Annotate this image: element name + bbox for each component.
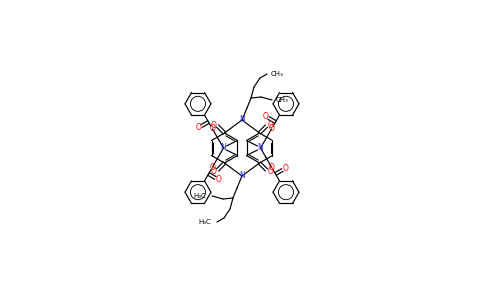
Text: H₃C: H₃C (194, 193, 206, 199)
Text: O: O (268, 121, 273, 130)
Text: N: N (239, 116, 245, 124)
Text: CH₃: CH₃ (275, 97, 288, 103)
Text: O: O (269, 163, 274, 172)
Text: N: N (257, 143, 263, 152)
Text: O: O (210, 124, 215, 134)
Text: CH₃: CH₃ (271, 71, 283, 77)
Text: O: O (210, 163, 215, 172)
Text: N: N (221, 143, 227, 152)
Text: N: N (239, 172, 245, 181)
Text: H₃C: H₃C (198, 219, 212, 225)
Text: O: O (263, 112, 269, 121)
Text: O: O (215, 175, 221, 184)
Text: O: O (211, 121, 216, 130)
Text: O: O (269, 124, 274, 134)
Text: O: O (211, 167, 216, 176)
Text: O: O (196, 123, 201, 132)
Text: O: O (283, 164, 288, 173)
Text: O: O (268, 167, 273, 176)
